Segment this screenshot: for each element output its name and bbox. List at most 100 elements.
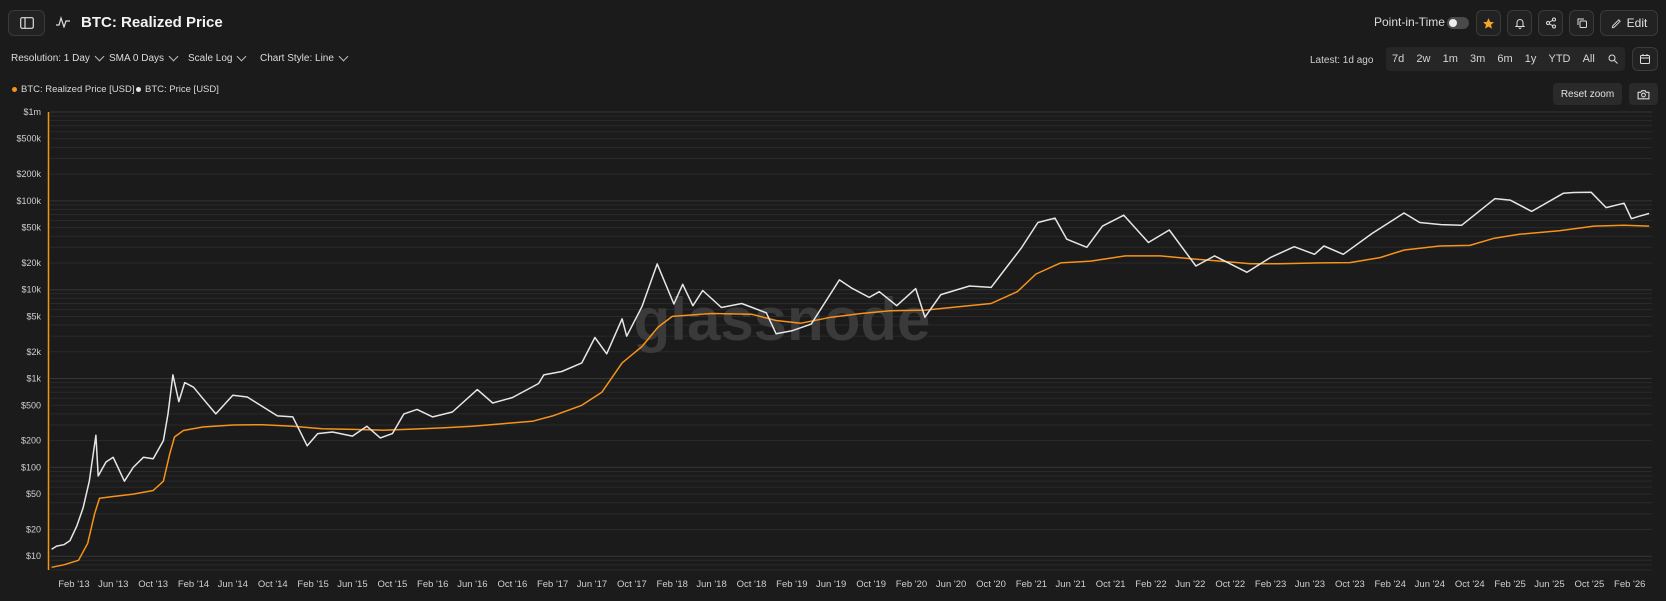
range-ytd[interactable]: YTD [1548,53,1571,65]
page-title: BTC: Realized Price [81,14,223,31]
legend-item-price[interactable]: BTC: Price [USD] [136,84,219,95]
legend-label: BTC: Realized Price [USD] [21,84,135,95]
x-tick-label: Oct '17 [617,579,647,590]
range-all[interactable]: All [1582,53,1595,65]
point-in-time-toggle[interactable] [1447,17,1469,29]
legend-item-realized-price[interactable]: BTC: Realized Price [USD] [12,84,135,95]
y-tick-label: $500 [21,400,41,410]
bell-icon [1514,17,1526,30]
x-tick-label: Oct '24 [1455,579,1485,590]
x-tick-label: Jun '24 [1415,579,1445,590]
camera-icon [1637,89,1650,100]
x-tick-label: Jun '14 [218,579,248,590]
x-tick-label: Feb '15 [297,579,328,590]
copy-button[interactable] [1569,10,1594,36]
x-tick-label: Feb '21 [1016,579,1047,590]
calendar-icon [1639,53,1651,65]
y-tick-label: $20k [21,258,41,268]
alert-button[interactable] [1507,10,1532,36]
x-tick-label: Oct '14 [258,579,288,590]
y-tick-label: $100 [21,462,41,472]
scale-dropdown[interactable]: Scale Log [188,51,247,64]
x-tick-label: Feb '16 [417,579,448,590]
x-tick-label: Feb '22 [1135,579,1166,590]
line-chart-icon [56,16,70,28]
range-3m[interactable]: 3m [1469,53,1486,65]
price-line[interactable] [51,191,1650,550]
x-tick-label: Jun '13 [98,579,128,590]
y-tick-label: $5k [26,311,41,321]
x-tick-label: Jun '23 [1295,579,1325,590]
x-tick-label: Jun '17 [577,579,607,590]
y-axis: $10 $20 $50 $100 $200 $500 $1k $2k $5k $10k $20k $5… [16,107,41,561]
y-tick-label: $500k [16,134,41,144]
y-tick-label: $200 [21,436,41,446]
x-tick-label: Feb '20 [896,579,927,590]
x-tick-label: Oct '19 [856,579,886,590]
x-tick-label: Feb '18 [657,579,688,590]
reset-zoom-button[interactable]: Reset zoom [1553,83,1622,105]
range-2w[interactable]: 2w [1416,53,1431,65]
scale-label: Scale Log [188,53,233,64]
range-1m[interactable]: 1m [1442,53,1458,65]
y-tick-label: $50 [26,489,41,499]
y-tick-label: $10k [21,285,41,295]
x-tick-label: Jun '21 [1056,579,1086,590]
x-tick-label: Feb '17 [537,579,568,590]
x-tick-label: Oct '21 [1096,579,1126,590]
range-6m[interactable]: 6m [1497,53,1513,65]
star-icon [1482,17,1495,30]
realized-price-line[interactable] [51,224,1650,569]
series-lines [51,191,1650,569]
favorite-button[interactable] [1476,10,1501,36]
y-tick-label: $20 [26,524,41,534]
x-tick-label: Oct '23 [1335,579,1365,590]
pencil-icon [1611,18,1622,29]
y-tick-label: $10 [26,551,41,561]
edit-label: Edit [1626,16,1648,30]
calendar-button[interactable] [1632,47,1658,71]
x-tick-label: Feb '13 [58,579,89,590]
chart-style-label: Chart Style: Line [260,53,334,64]
x-tick-label: Oct '18 [737,579,767,590]
copy-icon [1576,17,1588,29]
point-in-time-label: Point-in-Time [1374,15,1445,29]
x-tick-label: Jun '25 [1534,579,1564,590]
x-tick-label: Feb '24 [1374,579,1405,590]
sma-dropdown[interactable]: SMA 0 Days [109,51,179,64]
edit-button[interactable]: Edit [1600,10,1658,36]
y-tick-label: $1m [23,107,41,117]
range-7d[interactable]: 7d [1392,53,1405,65]
x-tick-label: Jun '20 [936,579,966,590]
y-tick-label: $50k [21,223,41,233]
resolution-label: Resolution: 1 Day [11,53,90,64]
x-tick-label: Jun '19 [816,579,846,590]
x-tick-label: Oct '20 [976,579,1006,590]
latest-update-text: Latest: 1d ago [1310,55,1374,66]
x-tick-label: Jun '22 [1175,579,1205,590]
resolution-dropdown[interactable]: Resolution: 1 Day [11,51,105,64]
y-tick-label: $2k [26,347,41,357]
y-tick-label: $200k [16,169,41,179]
x-tick-label: Feb '19 [776,579,807,590]
share-icon [1545,17,1557,29]
legend-swatch [136,87,141,92]
range-1y[interactable]: 1y [1524,53,1537,65]
zoom-icon[interactable] [1607,53,1619,65]
x-tick-label: Oct '22 [1215,579,1245,590]
screenshot-button[interactable] [1629,83,1658,105]
sidebar-toggle-button[interactable] [8,10,45,36]
x-tick-label: Jun '15 [337,579,367,590]
time-range-selector: 7d 2w 1m 3m 6m 1y YTD All [1386,47,1625,71]
sidebar-icon [19,17,34,29]
share-button[interactable] [1538,10,1563,36]
sma-label: SMA 0 Days [109,53,165,64]
y-tick-label: $100k [16,196,41,206]
x-tick-label: Oct '15 [378,579,408,590]
x-tick-label: Oct '25 [1575,579,1605,590]
chart-style-dropdown[interactable]: Chart Style: Line [260,51,349,64]
chart-grid [50,111,1652,571]
legend-swatch [12,87,17,92]
x-tick-label: Feb '25 [1494,579,1525,590]
